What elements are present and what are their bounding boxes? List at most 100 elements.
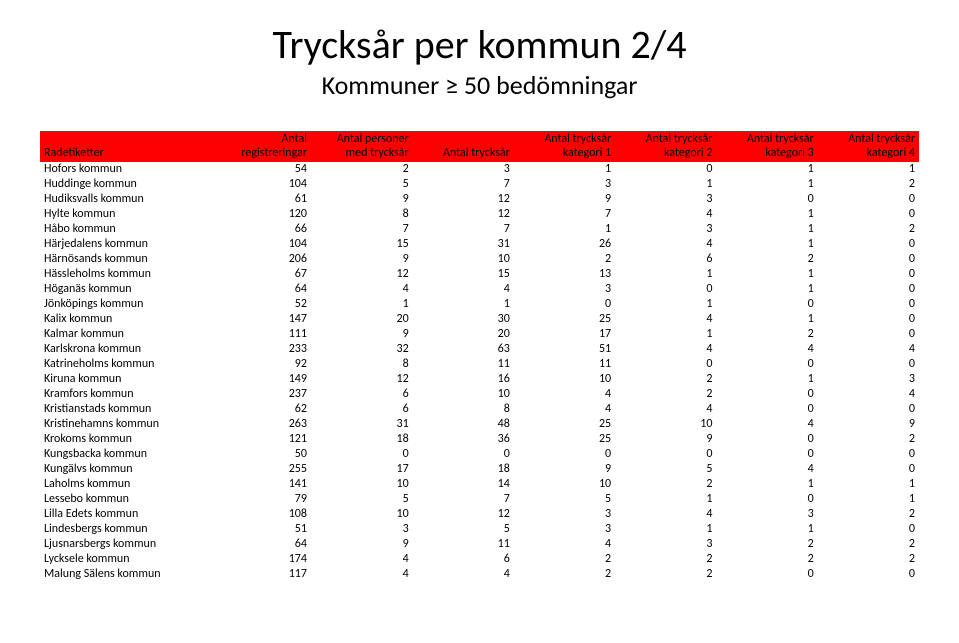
cell-value: 2 xyxy=(818,552,919,567)
cell-value: 111 xyxy=(207,327,311,342)
cell-value: 1 xyxy=(818,492,919,507)
table-row: Kramfors kommun2376104204 xyxy=(40,387,919,402)
row-label: Kristianstads kommun xyxy=(40,402,207,417)
cell-value: 7 xyxy=(413,222,514,237)
cell-value: 13 xyxy=(514,267,615,282)
cell-value: 4 xyxy=(311,282,413,297)
cell-value: 147 xyxy=(207,312,311,327)
row-label: Karlskrona kommun xyxy=(40,342,207,357)
cell-value: 206 xyxy=(207,252,311,267)
cell-value: 9 xyxy=(311,252,413,267)
cell-value: 3 xyxy=(514,177,615,192)
table-row: Hässleholms kommun67121513110 xyxy=(40,267,919,282)
table-row: Håbo kommun66771312 xyxy=(40,222,919,237)
cell-value: 5 xyxy=(311,177,413,192)
cell-value: 9 xyxy=(818,417,919,432)
cell-value: 10 xyxy=(413,387,514,402)
row-label: Kramfors kommun xyxy=(40,387,207,402)
cell-value: 263 xyxy=(207,417,311,432)
table-row: Hylte kommun1208127410 xyxy=(40,207,919,222)
cell-value: 10 xyxy=(514,372,615,387)
cell-value: 2 xyxy=(615,477,716,492)
cell-value: 1 xyxy=(716,312,817,327)
cell-value: 17 xyxy=(514,327,615,342)
cell-value: 25 xyxy=(514,432,615,447)
cell-value: 4 xyxy=(514,387,615,402)
cell-value: 0 xyxy=(818,267,919,282)
cell-value: 6 xyxy=(615,252,716,267)
row-label: Härjedalens kommun xyxy=(40,237,207,252)
cell-value: 32 xyxy=(311,342,413,357)
cell-value: 0 xyxy=(716,357,817,372)
row-label: Huddinge kommun xyxy=(40,177,207,192)
cell-value: 1 xyxy=(818,162,919,177)
cell-value: 0 xyxy=(311,447,413,462)
cell-value: 1 xyxy=(514,222,615,237)
cell-value: 79 xyxy=(207,492,311,507)
row-label: Lilla Edets kommun xyxy=(40,507,207,522)
data-table: RadetiketterAntalregistreringarAntal per… xyxy=(40,131,919,582)
column-header: Antal trycksårkategori 2 xyxy=(615,131,716,162)
cell-value: 15 xyxy=(413,267,514,282)
cell-value: 3 xyxy=(818,372,919,387)
row-label: Ljusnarsbergs kommun xyxy=(40,537,207,552)
cell-value: 3 xyxy=(514,282,615,297)
cell-value: 1 xyxy=(615,327,716,342)
cell-value: 2 xyxy=(514,252,615,267)
cell-value: 3 xyxy=(514,522,615,537)
column-header: Antal personermed trycksår xyxy=(311,131,413,162)
cell-value: 3 xyxy=(716,507,817,522)
column-header: Antal trycksår xyxy=(413,131,514,162)
cell-value: 1 xyxy=(413,297,514,312)
cell-value: 66 xyxy=(207,222,311,237)
table-row: Lindesbergs kommun51353110 xyxy=(40,522,919,537)
cell-value: 9 xyxy=(514,462,615,477)
cell-value: 9 xyxy=(311,327,413,342)
cell-value: 0 xyxy=(818,522,919,537)
cell-value: 0 xyxy=(818,192,919,207)
cell-value: 9 xyxy=(311,537,413,552)
cell-value: 108 xyxy=(207,507,311,522)
cell-value: 50 xyxy=(207,447,311,462)
cell-value: 8 xyxy=(311,207,413,222)
cell-value: 2 xyxy=(514,567,615,582)
table-row: Kungsbacka kommun50000000 xyxy=(40,447,919,462)
cell-value: 141 xyxy=(207,477,311,492)
cell-value: 7 xyxy=(413,492,514,507)
cell-value: 0 xyxy=(716,402,817,417)
cell-value: 7 xyxy=(514,207,615,222)
cell-value: 10 xyxy=(311,507,413,522)
cell-value: 2 xyxy=(818,537,919,552)
cell-value: 2 xyxy=(818,432,919,447)
cell-value: 0 xyxy=(818,447,919,462)
cell-value: 4 xyxy=(615,342,716,357)
cell-value: 1 xyxy=(716,282,817,297)
cell-value: 5 xyxy=(311,492,413,507)
cell-value: 233 xyxy=(207,342,311,357)
cell-value: 0 xyxy=(716,297,817,312)
cell-value: 0 xyxy=(716,567,817,582)
cell-value: 4 xyxy=(514,537,615,552)
cell-value: 0 xyxy=(818,357,919,372)
table-row: Kungälvs kommun25517189540 xyxy=(40,462,919,477)
cell-value: 0 xyxy=(818,282,919,297)
table-row: Krokoms kommun121183625902 xyxy=(40,432,919,447)
cell-value: 0 xyxy=(818,297,919,312)
cell-value: 9 xyxy=(311,192,413,207)
cell-value: 4 xyxy=(818,342,919,357)
cell-value: 62 xyxy=(207,402,311,417)
cell-value: 4 xyxy=(615,312,716,327)
cell-value: 2 xyxy=(615,372,716,387)
cell-value: 67 xyxy=(207,267,311,282)
cell-value: 1 xyxy=(818,477,919,492)
cell-value: 1 xyxy=(716,522,817,537)
row-label: Katrineholms kommun xyxy=(40,357,207,372)
cell-value: 1 xyxy=(615,177,716,192)
cell-value: 4 xyxy=(514,402,615,417)
table-row: Kiruna kommun149121610213 xyxy=(40,372,919,387)
cell-value: 20 xyxy=(413,327,514,342)
cell-value: 2 xyxy=(716,537,817,552)
cell-value: 2 xyxy=(311,162,413,177)
cell-value: 1 xyxy=(716,207,817,222)
table-row: Ljusnarsbergs kommun649114322 xyxy=(40,537,919,552)
